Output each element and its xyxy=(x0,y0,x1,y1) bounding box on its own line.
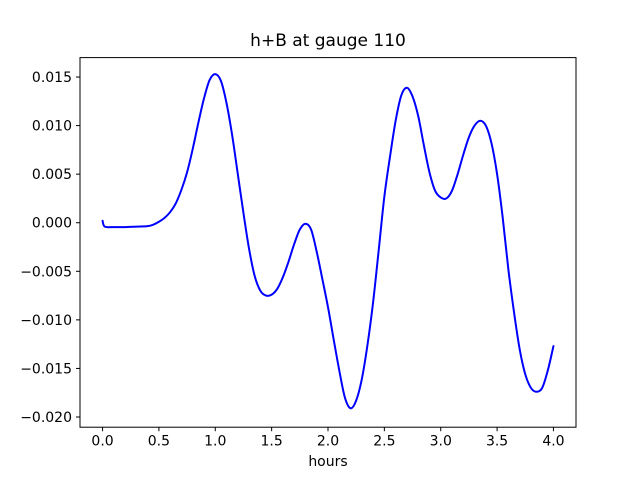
x-tick-label: 0.5 xyxy=(148,434,170,450)
x-tick-label: 0.0 xyxy=(91,434,113,450)
x-tick-label: 1.0 xyxy=(204,434,226,450)
data-line xyxy=(101,73,555,410)
y-tick-label: 0.005 xyxy=(32,167,72,183)
x-tick-label: 3.5 xyxy=(486,434,508,450)
y-tick-label: −0.005 xyxy=(20,264,72,280)
x-tick-label: 1.5 xyxy=(261,434,283,450)
x-tick-label: 2.0 xyxy=(317,434,339,450)
chart-title: h+B at gauge 110 xyxy=(250,31,406,51)
y-tick-label: 0.015 xyxy=(32,70,72,86)
y-tick-label: −0.015 xyxy=(20,361,72,377)
x-tick-label: 4.0 xyxy=(542,434,564,450)
y-tick-label: 0.000 xyxy=(32,216,72,232)
y-tick-label: −0.020 xyxy=(20,410,72,426)
y-tick-label: −0.010 xyxy=(20,313,72,329)
x-tick-label: 3.0 xyxy=(430,434,452,450)
y-tick-label: 0.010 xyxy=(32,119,72,135)
x-axis-label: hours xyxy=(308,454,348,470)
x-tick-label: 2.5 xyxy=(373,434,395,450)
plot-area-border xyxy=(79,57,577,428)
